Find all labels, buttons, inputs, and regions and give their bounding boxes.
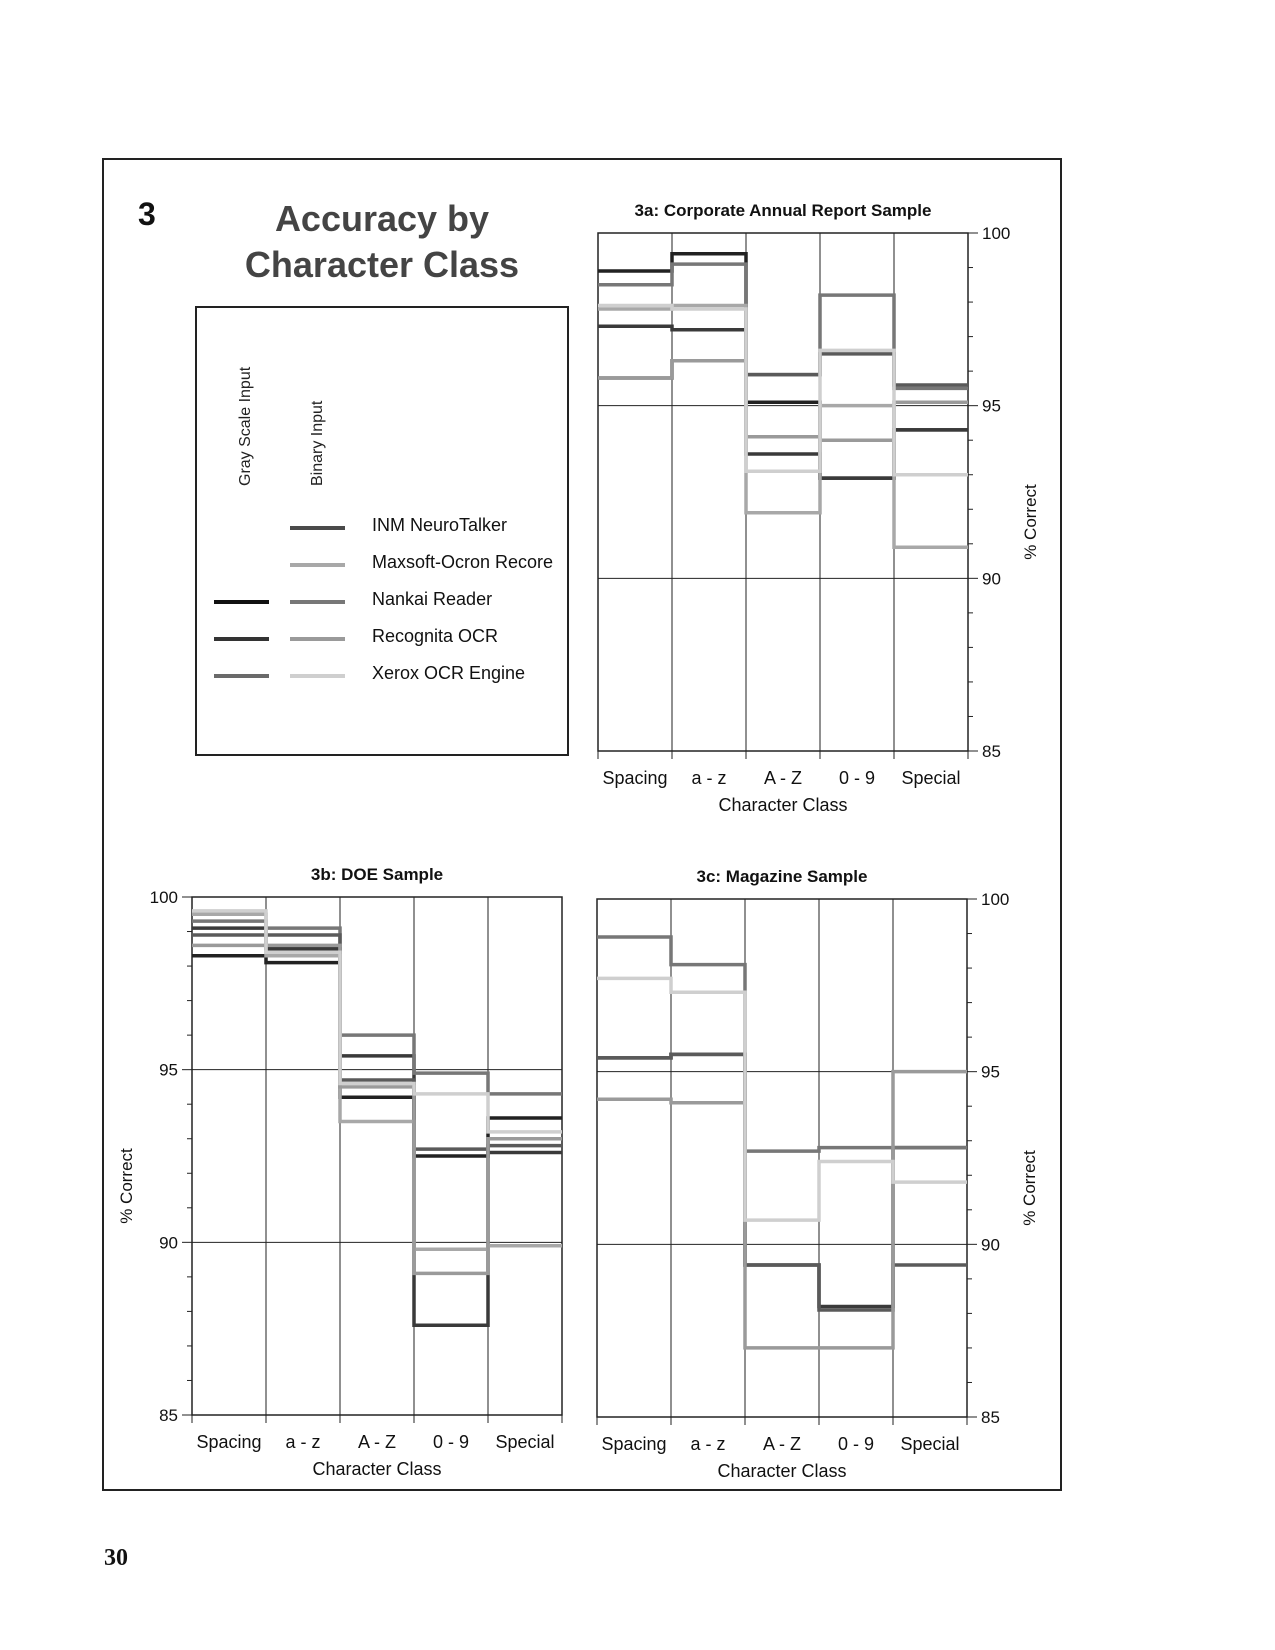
legend-binary-line <box>290 674 345 678</box>
legend-entry-label: INM NeuroTalker <box>372 515 508 535</box>
series-step-line <box>597 1069 967 1350</box>
series-step-line <box>598 303 968 477</box>
y-tick-label: 100 <box>150 888 178 907</box>
x-tick-label: a - z <box>285 1432 320 1452</box>
x-axis-label: Character Class <box>718 795 847 815</box>
legend-entry-label: Maxsoft-Ocron Recore <box>372 552 554 572</box>
series-step-line <box>597 976 967 1222</box>
plot-area <box>597 232 969 752</box>
y-tick-label: 85 <box>981 1408 1000 1427</box>
x-axis-label: Character Class <box>717 1461 846 1481</box>
legend-entry-label: Recognita OCR <box>372 626 499 646</box>
series-step-line <box>192 909 562 1134</box>
y-tick-label: 90 <box>982 569 1001 588</box>
legend-entry-label: Nankai Reader <box>372 589 493 609</box>
y-axis-label: % Correct <box>117 1148 136 1224</box>
x-tick-label: Special <box>495 1432 554 1452</box>
figure-title: Accuracy by Character Class <box>232 196 532 288</box>
legend-entry-label: Xerox OCR Engine <box>372 663 526 683</box>
y-tick-label: 85 <box>159 1406 178 1425</box>
series-step-line <box>192 926 562 1327</box>
series-step-line <box>597 935 967 1153</box>
legend-binary-line <box>290 600 345 604</box>
page-number: 30 <box>104 1545 128 1571</box>
legend-binary-line <box>290 526 345 530</box>
x-axis-label: Character Class <box>312 1459 441 1479</box>
x-tick-label: 0 - 9 <box>839 768 875 788</box>
chart-title: 3a: Corporate Annual Report Sample <box>635 201 932 220</box>
series-step-line <box>598 251 968 480</box>
legend: Gray Scale Input Binary Input <box>195 306 569 756</box>
series-step-line <box>598 303 968 550</box>
x-tick-label: 0 - 9 <box>433 1432 469 1452</box>
legend-gray-line <box>214 600 269 604</box>
y-tick-label: 95 <box>982 397 1001 416</box>
figure-number: 3 <box>138 196 156 232</box>
x-tick-label: A - Z <box>763 1434 801 1454</box>
legend-binary-line <box>290 637 345 641</box>
legend-gray-line <box>214 637 269 641</box>
series-step-line <box>192 943 562 1276</box>
x-tick-label: 0 - 9 <box>838 1434 874 1454</box>
y-tick-label: 90 <box>159 1233 178 1252</box>
x-tick-label: A - Z <box>764 768 802 788</box>
chart-title: 3c: Magazine Sample <box>696 867 867 886</box>
x-tick-label: a - z <box>691 768 726 788</box>
y-tick-label: 90 <box>981 1235 1000 1254</box>
legend-gray-line <box>214 674 269 678</box>
figure-title-line1: Accuracy by <box>274 198 490 239</box>
x-tick-label: Spacing <box>601 1434 666 1454</box>
series-step-line <box>598 352 968 387</box>
y-tick-label: 95 <box>159 1061 178 1080</box>
figure-frame <box>102 158 1062 1491</box>
y-tick-label: 95 <box>981 1063 1000 1082</box>
x-tick-label: Spacing <box>602 768 667 788</box>
y-tick-label: 100 <box>981 890 1009 909</box>
x-tick-label: a - z <box>690 1434 725 1454</box>
y-tick-label: 100 <box>982 224 1010 243</box>
legend-binary-line <box>290 563 345 567</box>
y-tick-label: 85 <box>982 742 1001 761</box>
x-tick-label: Special <box>900 1434 959 1454</box>
x-tick-label: Special <box>901 768 960 788</box>
chart-title: 3b: DOE Sample <box>311 865 443 884</box>
plot-area <box>191 896 563 1416</box>
plot-area <box>596 898 968 1418</box>
y-axis-label: % Correct <box>1020 1150 1039 1226</box>
x-tick-label: Spacing <box>196 1432 261 1452</box>
y-axis-label: % Correct <box>1021 484 1040 560</box>
figure-title-line2: Character Class <box>244 244 520 285</box>
x-tick-label: A - Z <box>358 1432 396 1452</box>
